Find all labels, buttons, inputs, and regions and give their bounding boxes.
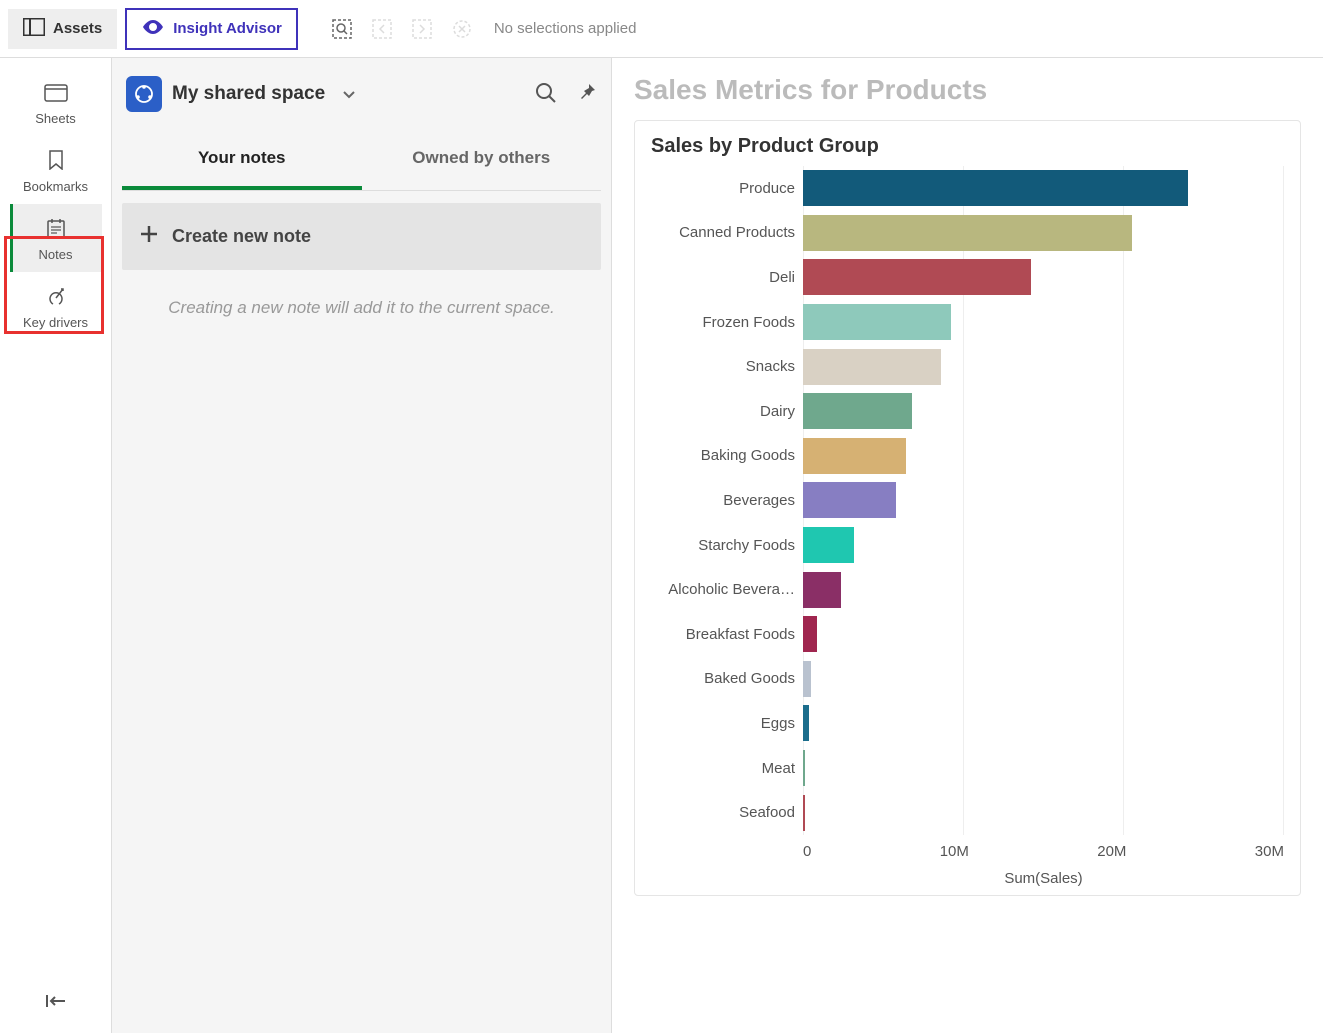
chart-bars [803,166,1284,835]
notes-icon [47,218,65,241]
space-title: My shared space [172,83,329,105]
chart-x-ticks: 0 10M 20M 30M [803,837,1284,860]
space-badge-icon [126,76,162,112]
key-drivers-icon [45,286,67,309]
chart-category-label: Canned Products [651,211,803,256]
sidebar-label: Sheets [35,111,75,126]
smart-search-icon[interactable] [326,13,358,45]
chart-bar[interactable] [803,482,896,518]
chart-bar[interactable] [803,259,1031,295]
plus-icon [140,225,158,248]
create-note-label: Create new note [172,226,311,247]
chart-bar[interactable] [803,750,805,786]
sheets-icon [44,84,68,105]
no-selections-text: No selections applied [494,20,637,37]
chart-bar[interactable] [803,349,941,385]
chart-bar[interactable] [803,393,912,429]
notes-tabs: Your notes Owned by others [122,130,601,191]
sidebar-item-key-drivers[interactable]: Key drivers [10,272,102,340]
chart-category-label: Seafood [651,790,803,835]
create-note-hint: Creating a new note will add it to the c… [122,270,601,346]
chart-x-tick: 20M [1097,843,1126,860]
tab-your-notes[interactable]: Your notes [122,130,362,190]
chart-x-tick: 30M [1255,843,1284,860]
chart-bar[interactable] [803,215,1132,251]
chart-bar[interactable] [803,616,817,652]
chart-category-label: Eggs [651,701,803,746]
chart-y-labels: ProduceCanned ProductsDeliFrozen FoodsSn… [651,166,803,835]
sidebar-item-sheets[interactable]: Sheets [10,70,102,136]
step-back-icon [366,13,398,45]
bookmark-icon [48,150,64,173]
sidebar-label: Key drivers [23,315,88,330]
chart-category-label: Starchy Foods [651,523,803,568]
step-forward-icon [406,13,438,45]
chart-x-tick: 0 [803,843,811,860]
chart-bar[interactable] [803,795,805,831]
left-sidebar: Sheets Bookmarks Notes Key drivers [0,58,112,1033]
chart-title: Sales by Product Group [651,135,1284,158]
chart-category-label: Snacks [651,344,803,389]
chart-bar[interactable] [803,170,1188,206]
sidebar-label: Notes [39,247,73,262]
sidebar-label: Bookmarks [23,179,88,194]
clear-selections-icon [446,13,478,45]
chart-category-label: Alcoholic Bevera… [651,567,803,612]
insight-label: Insight Advisor [173,20,282,37]
sidebar-item-notes[interactable]: Notes [10,204,102,272]
chart-category-label: Baked Goods [651,657,803,702]
notes-panel: My shared space Your notes Owned by othe… [112,58,612,1033]
chart-bar[interactable] [803,438,906,474]
page-title: Sales Metrics for Products [634,74,1301,106]
chart-category-label: Beverages [651,478,803,523]
chart-category-label: Breakfast Foods [651,612,803,657]
collapse-sidebar-button[interactable] [0,993,111,1009]
chart-bar[interactable] [803,572,841,608]
chart-panel: Sales Metrics for Products Sales by Prod… [612,58,1323,1033]
tab-owned-by-others[interactable]: Owned by others [362,130,602,190]
chart-bar[interactable] [803,527,854,563]
top-toolbar: Assets Insight Advisor No selections app… [0,0,1323,58]
assets-button[interactable]: Assets [8,9,117,49]
sidebar-item-bookmarks[interactable]: Bookmarks [10,136,102,204]
chart-category-label: Deli [651,255,803,300]
chart-x-tick: 10M [940,843,969,860]
space-dropdown-chevron[interactable] [339,82,359,106]
chart-card: Sales by Product Group ProduceCanned Pro… [634,120,1301,896]
assets-label: Assets [53,20,102,37]
create-new-note-button[interactable]: Create new note [122,203,601,270]
search-icon[interactable] [535,82,557,107]
chart-bar[interactable] [803,705,809,741]
chart-category-label: Produce [651,166,803,211]
panel-icon [23,18,45,40]
space-header: My shared space [122,70,601,130]
chart-bar[interactable] [803,304,951,340]
chart-bar[interactable] [803,661,811,697]
chart-x-label: Sum(Sales) [803,862,1284,887]
chart-category-label: Meat [651,746,803,791]
pin-icon[interactable] [577,82,597,107]
insight-advisor-button[interactable]: Insight Advisor [125,8,298,50]
chart-category-label: Baking Goods [651,434,803,479]
eye-icon [141,18,165,40]
chart-category-label: Dairy [651,389,803,434]
chart-category-label: Frozen Foods [651,300,803,345]
